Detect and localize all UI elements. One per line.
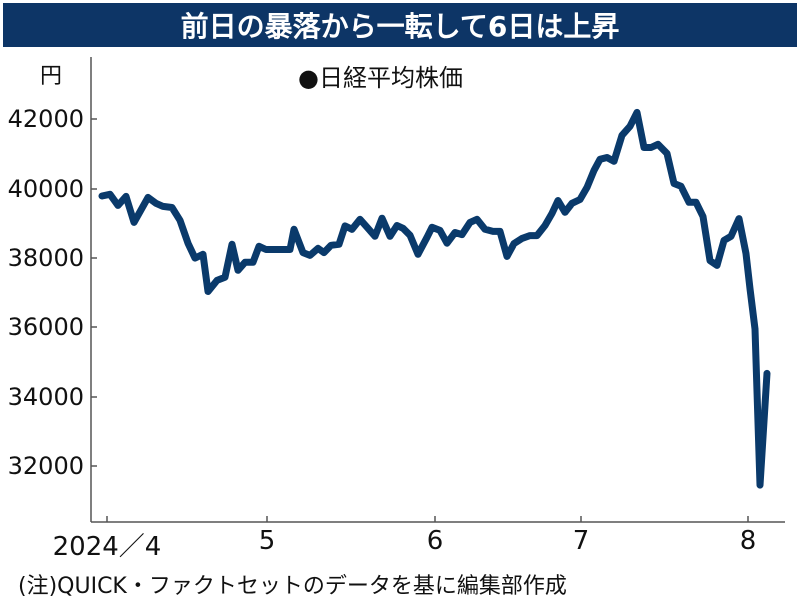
x-tick-label: 5 [258, 526, 276, 556]
axes [90, 57, 785, 523]
x-tick-label: 6 [426, 526, 444, 556]
y-tick-label: 38000 [7, 244, 84, 272]
x-tick-label: 7 [572, 526, 590, 556]
legend-label: ●日経平均株価 [298, 64, 463, 92]
nikkei-series-line [98, 108, 771, 489]
y-axis-unit-label: 円 [40, 64, 63, 89]
y-tick-label: 42000 [7, 105, 84, 133]
y-tick-label: 40000 [7, 175, 84, 203]
y-tick-label: 36000 [7, 313, 84, 341]
y-tick-label: 34000 [7, 383, 84, 411]
x-tick-label: 2024／4 [52, 532, 162, 562]
x-tick-label: 8 [739, 526, 757, 556]
footnote: (注)QUICK・ファクトセットのデータを基に編集部作成 [18, 574, 567, 599]
y-tick-label: 32000 [7, 452, 84, 480]
chart-title: 前日の暴落から一転して6日は上昇 [3, 3, 797, 47]
